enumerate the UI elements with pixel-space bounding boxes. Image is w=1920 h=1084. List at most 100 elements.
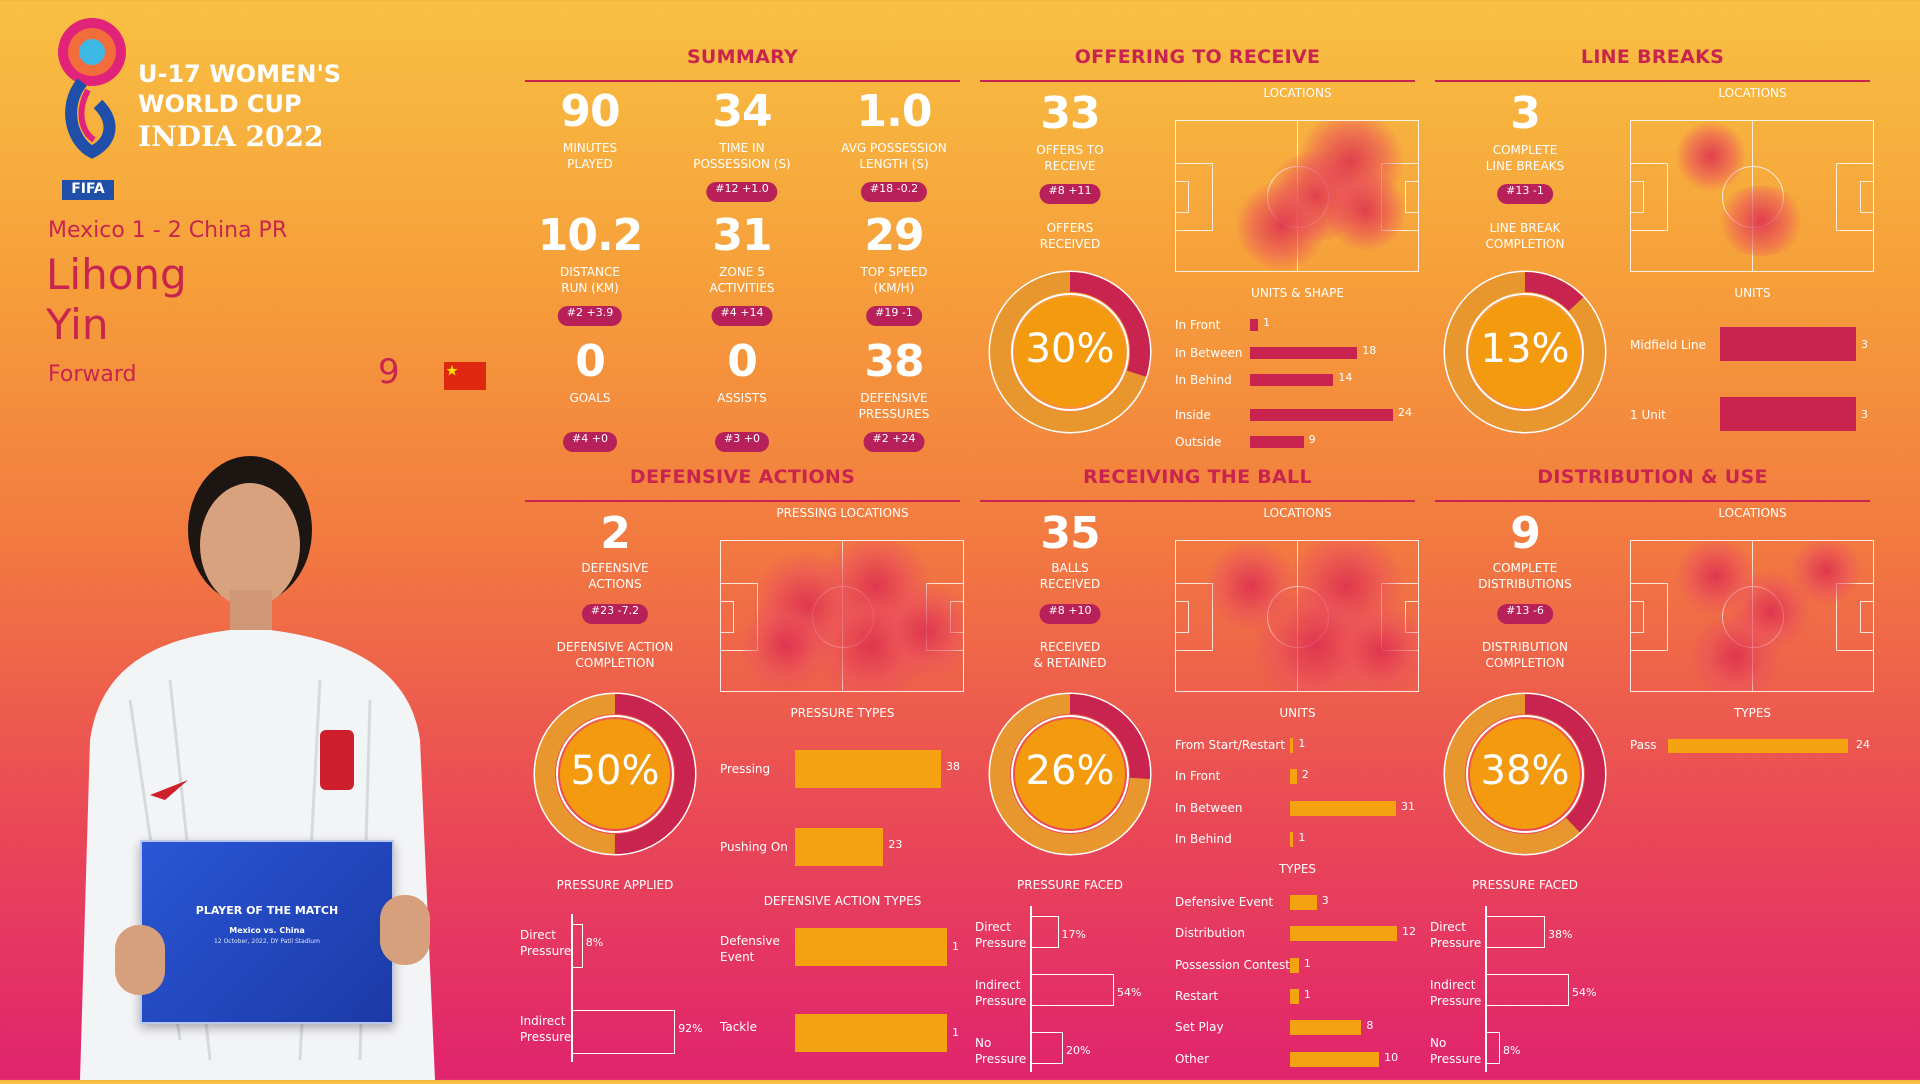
defensive-title: DEFENSIVE ACTIONS — [525, 466, 960, 502]
pressure-axis — [1485, 906, 1487, 1072]
bar-label: In Behind — [1175, 373, 1232, 387]
pressure-value: 8% — [585, 936, 604, 949]
bar-label: From Start/Restart — [1175, 738, 1286, 752]
fifa-logo-text: FIFA — [71, 181, 105, 197]
pressure-label: Pressure — [520, 1030, 572, 1044]
ring-percentage: 13% — [1480, 326, 1570, 372]
distribution-ring-label1: DISTRIBUTION — [1482, 640, 1568, 654]
pressure-label: Indirect — [520, 1014, 566, 1028]
bar-label: In Between — [1175, 801, 1243, 815]
received-pressure-faced-title: PRESSURE FACED — [1017, 878, 1123, 892]
ring-percentage: 38% — [1480, 748, 1570, 794]
line-breaks-pitch — [1630, 120, 1874, 272]
ring-arc — [990, 694, 1150, 854]
pressure-value: 54% — [1572, 986, 1597, 999]
bar-label: Outside — [1175, 435, 1222, 449]
bar-value: 1 — [1263, 316, 1270, 329]
summary-stat-label2: RUN (KM) — [561, 281, 619, 295]
offers-heatmap-pitch — [1175, 120, 1419, 272]
line-breaks-title: LINE BREAKS — [1435, 46, 1870, 82]
pressure-label: Pressure — [975, 994, 1027, 1008]
bar-label: Distribution — [1175, 926, 1246, 940]
tournament-title-line2: WORLD CUP — [138, 90, 302, 118]
pressure-label: Pressure — [1430, 936, 1482, 950]
defensive-ring-label2: COMPLETION — [575, 656, 655, 670]
line-breaks-ring: 13% — [1443, 270, 1607, 438]
defensive-value: 2 — [600, 508, 631, 559]
offers-ring-label1: OFFERS — [1046, 221, 1094, 235]
received-locations-label: LOCATIONS — [1263, 506, 1332, 520]
bar — [1290, 1052, 1380, 1067]
pressure-value: 17% — [1061, 928, 1086, 941]
defensive-label2: ACTIONS — [588, 577, 642, 591]
defensive-ring: 50% — [533, 692, 697, 860]
pressure-label: Pressure — [520, 944, 572, 958]
summary-stat-label2: ACTIVITIES — [709, 281, 775, 295]
bar — [795, 928, 947, 966]
bar-label: In Front — [1175, 318, 1221, 332]
offers-ring: 30% — [988, 270, 1152, 438]
received-label2: RECEIVED — [1039, 577, 1101, 591]
pressing-locations-label: PRESSING LOCATIONS — [776, 506, 909, 520]
distribution-types-title: TYPES — [1733, 706, 1772, 720]
distribution-label2: DISTRIBUTIONS — [1478, 577, 1572, 591]
bar-value: 1 — [1303, 988, 1311, 1001]
bar — [1290, 801, 1396, 816]
summary-stat-value: 31 — [712, 210, 772, 261]
bar-value: 14 — [1338, 371, 1353, 384]
bar-value: 18 — [1362, 344, 1377, 357]
player-of-the-match-card: PLAYER OF THE MATCH Mexico vs. China 12 … — [140, 840, 394, 1024]
summary-stat-value: 0 — [727, 336, 758, 387]
bar-value: 23 — [888, 838, 903, 851]
summary-stat-rank: #18 -0.2 — [860, 182, 928, 202]
summary-stat-label1: AVG POSSESSION — [841, 141, 947, 155]
hand-right — [380, 895, 430, 965]
line-breaks-label1: COMPLETE — [1492, 143, 1558, 157]
bar — [1668, 739, 1848, 753]
pressure-bar — [1485, 1032, 1500, 1064]
ring-arc — [1445, 272, 1605, 432]
distribution-heatmap-pitch — [1630, 540, 1874, 692]
pressure-value: 8% — [1503, 1044, 1521, 1057]
pressure-bar — [1485, 974, 1569, 1006]
pressure-label: No — [975, 1036, 992, 1050]
bar — [1290, 895, 1317, 910]
bar-value: 10 — [1384, 1051, 1399, 1064]
bar — [1290, 738, 1294, 753]
pressure-applied-title: PRESSURE APPLIED — [556, 878, 674, 892]
summary-stat-rank: #19 -1 — [866, 306, 922, 326]
line-breaks-ring-label1: LINE BREAK — [1489, 221, 1561, 235]
bar — [795, 1014, 947, 1052]
distribution-value: 9 — [1510, 508, 1541, 559]
line-breaks-units-title: UNITS — [1734, 286, 1771, 300]
line-breaks-ring-label2: COMPLETION — [1485, 237, 1565, 251]
bar-value: 1 — [1298, 831, 1306, 844]
bar-value: 9 — [1308, 433, 1316, 446]
defensive-label1: DEFENSIVE — [581, 561, 649, 575]
bar-label: Defensive — [720, 934, 780, 948]
defensive-ring-label1: DEFENSIVE ACTION — [556, 640, 674, 654]
pressure-label: Pressure — [1430, 994, 1482, 1008]
ring-arc — [990, 272, 1150, 432]
summary-stat-rank: #2 +3.9 — [557, 306, 623, 326]
bar-value: 1 — [1303, 957, 1311, 970]
offers-rank: #8 +11 — [1039, 184, 1101, 204]
bar — [1250, 409, 1393, 421]
line-breaks-rank: #13 -1 — [1497, 184, 1553, 204]
received-types-title: TYPES — [1278, 862, 1317, 876]
china-flag-icon — [444, 362, 486, 390]
received-ring: 26% — [988, 692, 1152, 860]
summary-stat-value: 29 — [864, 210, 924, 261]
bar — [1720, 397, 1856, 431]
ring-percentage: 30% — [1025, 326, 1115, 372]
player-position: Forward — [48, 362, 137, 387]
bar-value: 1 — [1298, 737, 1306, 750]
summary-stat-rank: #12 +1.0 — [706, 182, 778, 202]
pressure-label: Pressure — [975, 936, 1027, 950]
bar — [1290, 989, 1299, 1004]
offers-label1: OFFERS TO — [1036, 143, 1104, 157]
bar — [795, 828, 884, 866]
potm-match: Mexico vs. China — [229, 926, 305, 935]
potm-date: 12 October, 2022, DY Patil Stadium — [214, 938, 320, 945]
